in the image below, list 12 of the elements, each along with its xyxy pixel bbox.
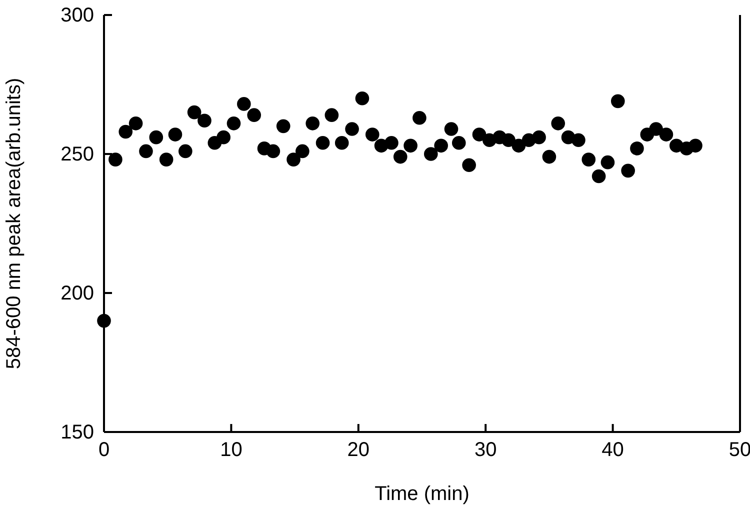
x-axis-title: Time (min) xyxy=(374,483,470,505)
x-tick-label: 40 xyxy=(602,439,624,462)
x-tick-label: 20 xyxy=(347,439,370,462)
x-tick-label: 0 xyxy=(98,439,110,462)
y-axis-title: 584-600 nm peak area(arb.units) xyxy=(3,78,25,370)
x-tick-label: 50 xyxy=(728,439,750,462)
x-tick-label: 30 xyxy=(474,439,497,462)
y-tick-label: 200 xyxy=(60,282,94,304)
y-tick-label: 150 xyxy=(60,421,94,444)
x-tick-label: 10 xyxy=(220,439,242,462)
y-tick-label: 250 xyxy=(60,143,94,166)
y-tick-label: 300 xyxy=(60,4,94,26)
